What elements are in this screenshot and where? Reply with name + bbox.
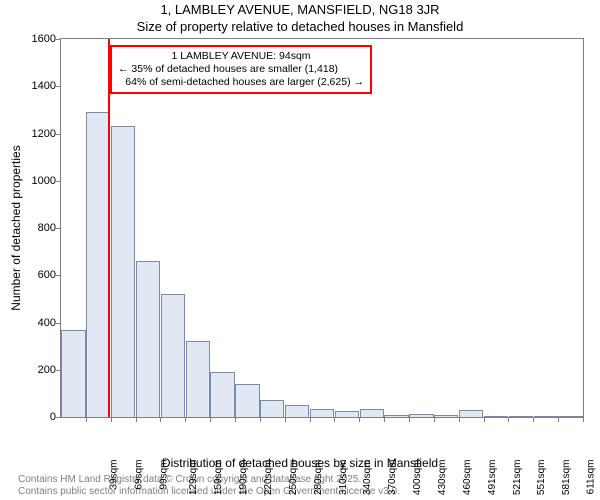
histogram-bar [534,416,558,417]
y-tick-label: 1400 [32,80,56,92]
x-tick-label: 581sqm [561,460,572,496]
x-tick [111,418,112,422]
x-tick-label: 190sqm [238,460,249,496]
x-tick-label: 400sqm [412,460,423,496]
histogram-bar [161,294,185,417]
y-tick-label: 600 [38,269,56,281]
y-tick [56,39,60,40]
annotation-box: 1 LAMBLEY AVENUE: 94sqm← 35% of detached… [110,45,372,94]
histogram-bar [360,409,384,417]
y-tick [56,134,60,135]
x-tick-label: 460sqm [462,460,473,496]
histogram-bar [558,416,582,417]
annotation-line-3: 64% of semi-detached houses are larger (… [118,76,364,89]
histogram-bar [335,411,359,417]
y-axis-label: Number of detached properties [9,145,23,310]
x-tick [459,418,460,422]
histogram-bar [61,330,85,417]
y-tick-label: 1000 [32,175,56,187]
histogram-bar [310,409,334,417]
property-marker-line [108,39,110,417]
y-tick [56,370,60,371]
chart-title-line-1: 1, LAMBLEY AVENUE, MANSFIELD, NG18 3JR [0,2,600,17]
y-tick-label: 1200 [32,128,56,140]
x-tick [558,418,559,422]
x-tick [86,418,87,422]
x-tick [185,418,186,422]
x-axis-label: Distribution of detached houses by size … [0,456,600,470]
histogram-bar [86,112,110,417]
histogram-bar [260,400,284,417]
x-tick-label: 521sqm [512,460,523,496]
x-tick [136,418,137,422]
x-tick [334,418,335,422]
x-tick [260,418,261,422]
x-tick [210,418,211,422]
histogram-bar [459,410,483,417]
y-tick [56,181,60,182]
x-tick [384,418,385,422]
x-tick-label: 551sqm [537,460,548,496]
x-tick-label: 430sqm [437,460,448,496]
x-tick-label: 69sqm [133,460,144,490]
x-tick [508,418,509,422]
y-tick [56,275,60,276]
x-tick-label: 39sqm [108,460,119,490]
chart-title-line-2: Size of property relative to detached ho… [0,19,600,34]
x-tick-label: 310sqm [338,460,349,496]
y-tick [56,86,60,87]
x-tick-label: 129sqm [189,460,200,496]
x-tick-label: 220sqm [263,460,274,496]
y-tick [56,228,60,229]
histogram-bar [484,416,508,417]
x-tick [359,418,360,422]
annotation-line-1: 1 LAMBLEY AVENUE: 94sqm [118,50,364,63]
histogram-bar [509,416,533,417]
histogram-bar [111,126,135,417]
x-tick [409,418,410,422]
y-tick-label: 800 [38,222,56,234]
x-tick-label: 611sqm [585,460,596,495]
x-tick-label: 491sqm [487,460,498,496]
histogram-bar [434,415,458,417]
y-tick-label: 200 [38,364,56,376]
x-tick [310,418,311,422]
x-tick-label: 99sqm [158,460,169,490]
plot-area [60,38,584,418]
x-tick-label: 159sqm [213,460,224,496]
histogram-bar [384,415,408,417]
x-tick [160,418,161,422]
histogram-bar [186,341,210,417]
x-tick [484,418,485,422]
y-tick [56,323,60,324]
annotation-line-2: ← 35% of detached houses are smaller (1,… [118,63,364,76]
histogram-bar [409,414,433,417]
x-tick-label: 370sqm [387,460,398,496]
x-tick-label: 250sqm [288,460,299,496]
y-tick-label: 400 [38,317,56,329]
histogram-bar [136,261,160,417]
x-tick [235,418,236,422]
x-tick [434,418,435,422]
y-tick [56,417,60,418]
histogram-bar [285,405,309,417]
histogram-bar [235,384,259,417]
x-tick [533,418,534,422]
x-tick [583,418,584,422]
x-tick [285,418,286,422]
x-tick-label: 280sqm [313,460,324,496]
x-tick-label: 340sqm [363,460,374,496]
y-tick-label: 1600 [32,33,56,45]
histogram-bar [210,372,234,417]
